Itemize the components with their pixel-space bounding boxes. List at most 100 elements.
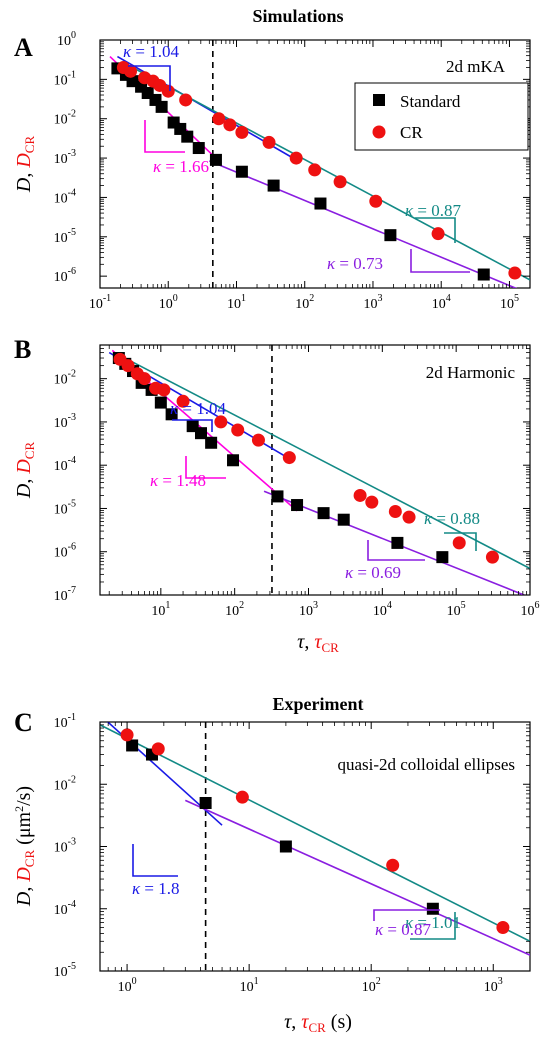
cr-point <box>235 125 249 139</box>
standard-point <box>426 902 439 915</box>
y-tick-label: 10-1 <box>54 712 76 731</box>
kappa-slope-triangle <box>410 912 456 940</box>
panel-b-ylabel: D, DCR <box>13 442 37 500</box>
cr-point <box>262 135 276 149</box>
panel-c-xlabel: τ, τCR (s) <box>284 1011 352 1035</box>
x-tick-label: 101 <box>227 293 246 312</box>
cr-point <box>402 510 416 524</box>
x-tick-label: 105 <box>500 293 519 312</box>
x-tick-label: 100 <box>159 293 178 312</box>
cr-point <box>333 175 347 189</box>
panel-b-label: 2d Harmonic <box>426 363 516 382</box>
legend-cr-marker <box>372 125 386 139</box>
plot-layer: 10-1 100 101 102 103 104 10510-610-510-410-310… <box>54 30 540 995</box>
legend-standard-label: Standard <box>400 92 461 111</box>
svg-text:τ, τCR (s): τ, τCR (s) <box>284 1011 352 1035</box>
fit-line-purple <box>209 160 518 288</box>
kappa-slope-triangle <box>415 217 456 243</box>
cr-point <box>508 266 522 280</box>
standard-point <box>209 153 222 166</box>
standard-point <box>314 197 327 210</box>
kappa-label: κ = 0.88 <box>424 509 480 528</box>
legend-standard-marker <box>373 94 385 106</box>
y-tick-label: 10-2 <box>54 774 76 793</box>
kappa-slope-triangle <box>172 419 213 432</box>
cr-point <box>388 505 402 519</box>
x-tick-label: 101 <box>151 600 170 619</box>
x-tick-label: 104 <box>373 600 392 619</box>
cr-point <box>231 423 245 437</box>
cr-point <box>251 433 265 447</box>
x-tick-label: 100 <box>118 976 137 995</box>
y-tick-label: 10-4 <box>54 187 76 206</box>
panel-c-letter: C <box>14 708 33 737</box>
kappa-label: κ = 1.04 <box>123 42 180 61</box>
kappa-slope-triangle <box>144 120 185 153</box>
standard-point <box>126 75 139 88</box>
svg-text:D, DCR: D, DCR <box>13 136 37 194</box>
svg-text:τ, τCR: τ, τCR <box>297 631 339 655</box>
cr-point <box>452 536 466 550</box>
standard-point <box>167 116 180 129</box>
standard-point <box>227 454 240 467</box>
cr-point <box>235 790 249 804</box>
standard-point <box>205 436 218 449</box>
kappa-slope-triangle <box>410 249 470 273</box>
x-tick-label: 103 <box>363 293 382 312</box>
standard-point <box>391 536 404 549</box>
x-tick-label: 102 <box>362 976 381 995</box>
panel-c-title: Experiment <box>273 694 364 714</box>
standard-point <box>165 408 178 421</box>
y-tick-label: 10-3 <box>54 837 76 856</box>
y-tick-label: 10-5 <box>54 961 76 980</box>
y-tick-label: 10-6 <box>54 542 76 561</box>
panel-b: B 2d Harmonic D, DCR τ, τCR <box>13 335 531 655</box>
x-tick-label: 103 <box>484 976 503 995</box>
standard-point <box>291 499 304 512</box>
fit-line-teal <box>131 360 530 570</box>
panel-a: Simulations A 2d mKA D, DCR <box>13 6 531 289</box>
kappa-label: κ = 0.87 <box>405 201 462 220</box>
standard-point <box>436 551 449 564</box>
svg-text:D, DCR (μm2/s): D, DCR (μm2/s) <box>12 786 37 907</box>
y-tick-label: 10-5 <box>54 227 76 246</box>
standard-point <box>267 179 280 192</box>
cr-point <box>353 488 367 502</box>
y-tick-label: 10-3 <box>54 148 76 167</box>
x-tick-label: 105 <box>447 600 466 619</box>
y-tick-label: 10-2 <box>54 109 76 128</box>
x-tick-label: 102 <box>295 293 314 312</box>
cr-point <box>365 495 379 509</box>
standard-point <box>235 165 248 178</box>
cr-point <box>431 227 445 241</box>
x-tick-label: 103 <box>299 600 318 619</box>
kappa-slope-triangle <box>132 844 178 877</box>
cr-point <box>151 742 165 756</box>
standard-point <box>126 739 139 752</box>
kappa-label: κ = 0.69 <box>345 563 401 582</box>
panel-c: Experiment C quasi-2d colloidal ellipses… <box>12 694 531 1035</box>
x-tick-label: 101 <box>240 976 259 995</box>
cr-point <box>282 451 296 465</box>
x-tick-label: 102 <box>225 600 244 619</box>
fit-line-purple <box>184 799 530 956</box>
kappa-label: κ = 0.87 <box>375 920 432 939</box>
y-tick-label: 10-4 <box>54 455 76 474</box>
y-tick-label: 100 <box>57 30 76 49</box>
standard-point <box>477 268 490 281</box>
kappa-label: κ = 1.8 <box>132 879 180 898</box>
legend: Standard CR <box>354 82 529 151</box>
plot-c: 100 101 102 103 10-5 10-4 10-3 10-2 10-1 κ = 1.8 κ… <box>54 712 531 995</box>
y-tick-label: 10-1 <box>54 69 76 88</box>
cr-point <box>120 728 134 742</box>
x-tick-label: 104 <box>432 293 451 312</box>
cr-point <box>176 394 190 408</box>
y-tick-label: 10-4 <box>54 899 76 918</box>
cr-point <box>369 194 383 208</box>
cr-point <box>485 550 499 564</box>
standard-point <box>279 840 292 853</box>
panel-a-ylabel: D, DCR <box>13 136 37 194</box>
panel-b-letter: B <box>14 335 31 364</box>
cr-point <box>289 151 303 165</box>
